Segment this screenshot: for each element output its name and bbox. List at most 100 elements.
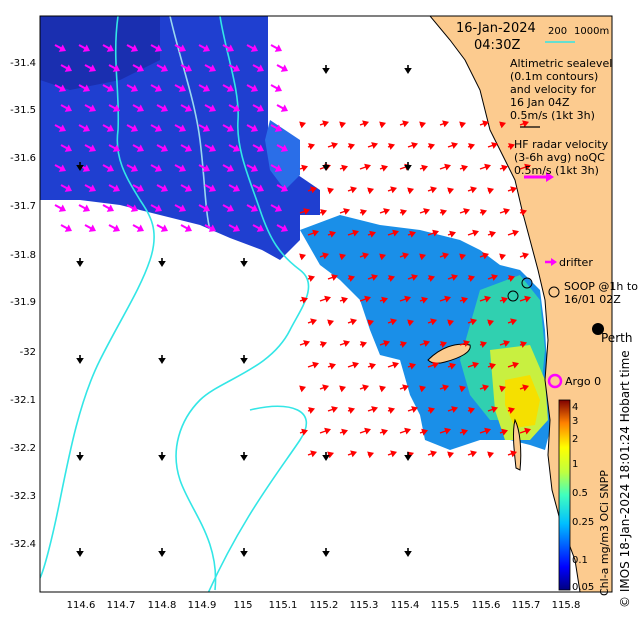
altimetry-arrow-head [472, 229, 479, 237]
hf-radar-arrow-head [82, 84, 90, 92]
hf-radar-arrow-head [184, 104, 192, 112]
hf-radar-arrow-head [112, 64, 120, 72]
altimetry-arrow-head [402, 252, 409, 260]
depth-legend-1000: 1000m [574, 26, 610, 37]
y-tick-label: -32 [19, 347, 36, 358]
x-tick-label: 115 [233, 600, 253, 611]
altimetry-arrow-head [303, 208, 310, 215]
y-tick-label: -31.9 [10, 297, 36, 308]
hf-radar-arrow-head [178, 44, 186, 52]
hf-radar-arrow-head [250, 204, 258, 212]
hf-radar-arrow-head [136, 144, 144, 152]
altimetry-arrow-head [510, 450, 517, 458]
hf-radar-arrow-head [154, 164, 162, 172]
altimetry-black-arrow-head [158, 358, 166, 364]
altimetry-arrow-head [522, 384, 529, 392]
colorbar-tick-label: 1 [572, 459, 579, 470]
hf-radar-arrow-head [274, 204, 282, 212]
hf-radar-arrow-head [256, 104, 264, 112]
altimetry-arrow-head [419, 253, 426, 261]
altimetry-arrow-head [444, 295, 451, 303]
altimetry-arrow-head [350, 186, 357, 194]
hf-radar-arrow-head [178, 124, 186, 132]
hf-radar-arrow-head [136, 184, 144, 192]
altimetry-arrow-head [352, 229, 359, 237]
altimetry-arrow-head [364, 163, 371, 171]
hf-radar-arrow-head [226, 124, 234, 132]
garden-island [512, 418, 522, 471]
hf-radar-arrow-head [106, 124, 114, 132]
colorbar-tick-label: 0.1 [572, 555, 588, 566]
soop-marker-2 [507, 290, 519, 302]
altimetry-arrow-head [404, 427, 411, 435]
colorbar [558, 399, 571, 591]
altimetry-arrow-head [524, 295, 531, 303]
hf-radar-arrow-head [226, 164, 234, 172]
altimetry-arrow-head [470, 318, 477, 326]
altimetry-arrow-head [423, 340, 430, 347]
drifter-legend-arrow-head [551, 258, 557, 266]
imos-credit: © IMOS 18-Jan-2024 18:01:24 Hobart time [618, 350, 632, 608]
altimetry-arrow-head [512, 229, 519, 237]
hf-radar-arrow-head [226, 44, 234, 52]
altimetry-black-arrow-head [240, 551, 248, 557]
x-tick-label: 115.8 [551, 600, 581, 611]
altimetry-black-arrow-head [76, 261, 84, 267]
altimetry-arrow-head [329, 362, 336, 370]
hf-radar-arrow-head [232, 184, 240, 192]
hf-radar-arrow-head [58, 204, 66, 212]
altimetry-black-arrow-head [404, 455, 412, 461]
hf-radar-arrow-head [274, 44, 282, 52]
plot-frame [39, 15, 613, 593]
altimetry-arrow-head [428, 407, 435, 414]
argo-label: Argo 0 [565, 375, 602, 388]
hf-radar-arrow-head [274, 164, 282, 172]
altimetry-black-arrow-head [322, 551, 330, 557]
altimetry-arrow-head [388, 275, 395, 282]
hf-radar-arrow-head [58, 84, 66, 92]
x-tick-label: 114.7 [106, 600, 136, 611]
altimetry-arrow-head [388, 407, 395, 414]
altimetry-arrow-head [371, 274, 378, 281]
map-date: 16-Jan-2024 [456, 21, 536, 36]
altimetry-arrow-head [510, 186, 517, 194]
altimetry-arrow-head [324, 427, 331, 435]
hf-radar-arrow-head [184, 224, 192, 232]
hf-radar-arrow-head [232, 144, 240, 152]
altimetry-arrow-head [400, 209, 407, 216]
altimetry-black-arrow-head [404, 165, 412, 171]
altimetry-arrow-head [367, 187, 374, 195]
depth-legend-200: 200 [548, 26, 568, 37]
hf-radar-arrow-head [226, 84, 234, 92]
hf-radar-arrow-head [256, 144, 264, 152]
x-tick-label: 115.1 [268, 600, 298, 611]
altimetry-arrow-head [487, 319, 494, 327]
chlorophyll-offshore-patch-light [265, 120, 300, 190]
colorbar-tick-label: 0.05 [572, 582, 595, 593]
x-tick-label: 115.3 [349, 600, 379, 611]
altimetry-arrow-head [489, 230, 496, 238]
altimetry-arrow-head [459, 253, 466, 261]
altimetry-arrow-head [352, 361, 359, 369]
altimetry-arrow-head [364, 295, 371, 303]
hf-radar-arrow-head [202, 84, 210, 92]
altimetry-arrow-head [461, 164, 468, 172]
altimetry-arrow-head [411, 274, 418, 281]
altimetry-arrow-head [299, 253, 306, 261]
altimetry-arrow-head [381, 164, 388, 172]
altimetry-arrow-head [367, 451, 374, 459]
altimetry-arrow-head [442, 384, 449, 392]
hf-radar-arrow-head [154, 44, 162, 52]
altimetry-arrow-head [520, 341, 527, 348]
altimetry-arrow-head [524, 163, 531, 171]
altimetry-arrow-head [419, 121, 426, 129]
chlorophyll-offshore-patch-dark [40, 16, 160, 90]
y-tick-label: -31.6 [10, 153, 36, 164]
altimetry-arrow-head [369, 230, 376, 238]
x-tick-label: 115.6 [471, 600, 501, 611]
altimetry-arrow-head [451, 274, 458, 281]
altimetry-arrow-head [308, 275, 315, 282]
altimetry-arrow-head [371, 406, 378, 413]
altimetry-arrow-head [482, 120, 489, 128]
altimetry-arrow-head [341, 296, 348, 304]
